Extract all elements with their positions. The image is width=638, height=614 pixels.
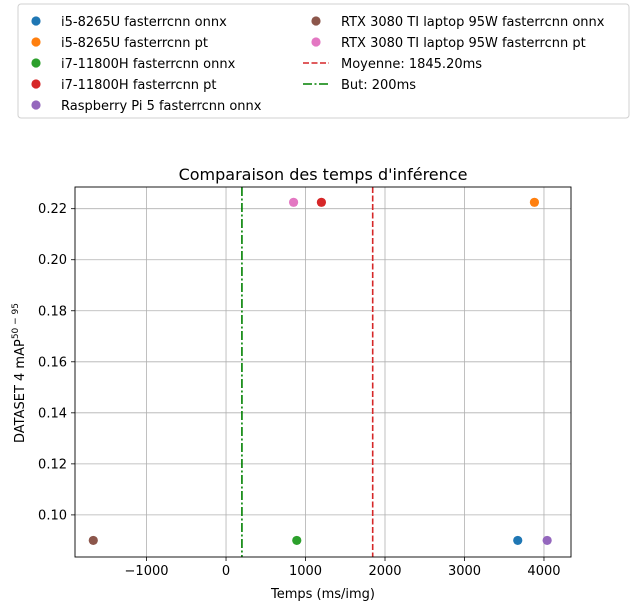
data-point: [529, 197, 540, 207]
x-tick-label: 2000: [368, 564, 401, 579]
legend-marker: [31, 100, 41, 110]
legend-label: i5-8265U fasterrcnn onnx: [61, 15, 227, 30]
legend-label: RTX 3080 TI laptop 95W fasterrcnn onnx: [341, 15, 605, 30]
x-tick-label: 1000: [289, 564, 322, 579]
data-point: [316, 197, 327, 207]
legend-label: i7-11800H fasterrcnn pt: [61, 78, 217, 93]
y-tick-label: 0.14: [38, 406, 67, 421]
y-axis: 0.10 0.12 0.14 0.16 0.18 0.20 0.22: [38, 202, 75, 523]
legend-marker: [31, 58, 41, 68]
legend-frame: [17, 3, 630, 119]
x-tick-label: 0: [222, 564, 230, 579]
data-point: [88, 535, 98, 546]
legend-label: But: 200ms: [341, 78, 416, 93]
legend-marker: [31, 37, 41, 47]
x-axis-label: Temps (ms/img): [270, 587, 375, 602]
data-points: [88, 197, 552, 546]
legend-item: i5-8265U fasterrcnn onnx: [31, 15, 227, 30]
legend-label: Moyenne: 1845.20ms: [341, 57, 482, 72]
y-tick-label: 0.22: [38, 202, 67, 217]
legend-item: RTX 3080 TI laptop 95W fasterrcnn pt: [311, 36, 586, 51]
y-axis-label: DATASET 4 mAP50 − 95: [11, 303, 28, 443]
legend-marker: [311, 37, 321, 47]
legend-item: But: 200ms: [303, 78, 416, 93]
y-tick-label: 0.16: [38, 355, 67, 370]
reference-lines: [241, 187, 374, 557]
x-axis: −1000 0 1000 2000 3000 4000: [125, 557, 561, 579]
data-point: [292, 535, 302, 546]
legend-marker: [311, 16, 321, 26]
data-point: [288, 197, 299, 207]
y-axis-label-sup: 50 − 95: [11, 303, 21, 339]
grid: [75, 187, 571, 557]
plot-frame: [74, 186, 572, 558]
y-tick-label: 0.18: [38, 304, 67, 319]
x-tick-label: −1000: [125, 564, 169, 579]
legend-item: Moyenne: 1845.20ms: [303, 57, 482, 72]
y-tick-label: 0.20: [38, 253, 67, 268]
legend-label: RTX 3080 TI laptop 95W fasterrcnn pt: [341, 36, 586, 51]
legend-item: Raspberry Pi 5 fasterrcnn onnx: [31, 99, 262, 114]
legend-marker: [31, 79, 41, 89]
y-tick-label: 0.12: [38, 457, 67, 472]
legend: i5-8265U fasterrcnn onnx i5-8265U fasterr…: [17, 3, 630, 119]
legend-label: i7-11800H fasterrcnn onnx: [61, 57, 236, 72]
legend-item: i5-8265U fasterrcnn pt: [31, 36, 208, 51]
x-tick-label: 4000: [527, 564, 560, 579]
legend-item: RTX 3080 TI laptop 95W fasterrcnn onnx: [311, 15, 605, 30]
legend-item: i7-11800H fasterrcnn pt: [31, 78, 217, 93]
legend-item: i7-11800H fasterrcnn onnx: [31, 57, 236, 72]
data-point: [513, 535, 523, 546]
legend-marker: [31, 16, 41, 26]
legend-label: Raspberry Pi 5 fasterrcnn onnx: [61, 99, 262, 114]
legend-label: i5-8265U fasterrcnn pt: [61, 36, 208, 51]
y-tick-label: 0.10: [38, 508, 67, 523]
chart-title: Comparaison des temps d'inférence: [179, 165, 468, 184]
data-point: [542, 535, 552, 546]
x-tick-label: 3000: [448, 564, 481, 579]
y-axis-label-main: DATASET 4 mAP: [13, 339, 28, 443]
